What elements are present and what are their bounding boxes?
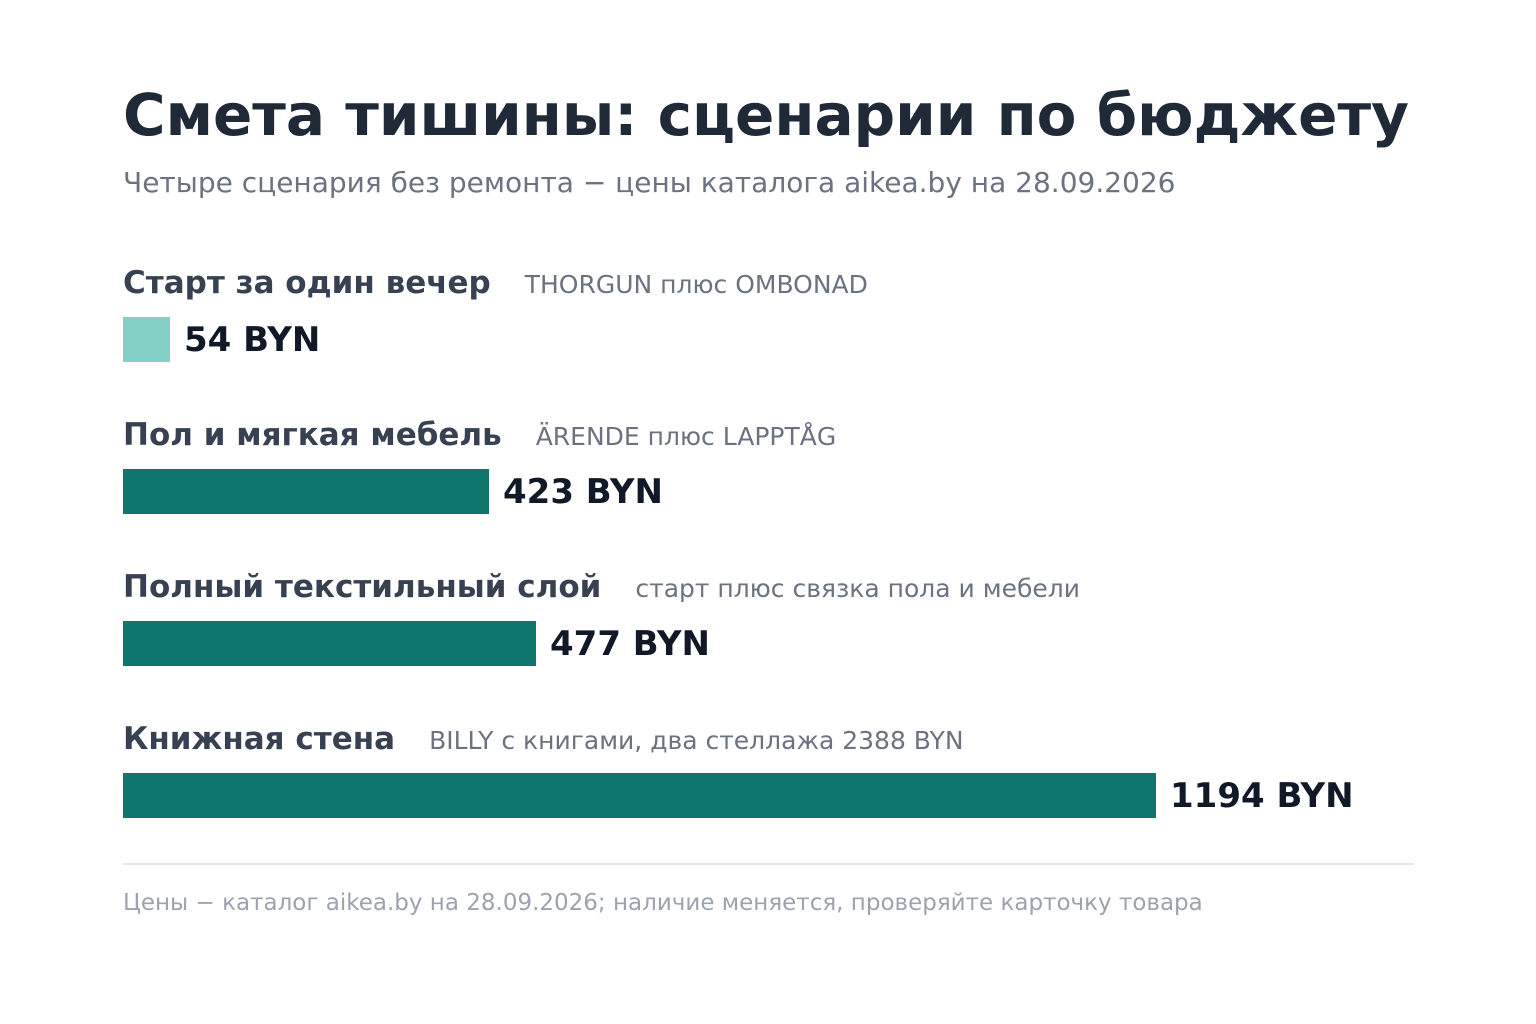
bar (123, 469, 489, 514)
scenario-note: BILLY с книгами, два стеллажа 2388 BYN (429, 726, 964, 755)
scenario-note: THORGUN плюс OMBONAD (524, 270, 868, 299)
bar-value-label: 477 BYN (550, 623, 710, 664)
scenario-row: Пол и мягкая мебель ÄRENDE плюс LAPPTÅG … (123, 417, 1423, 527)
scenario-row: Полный текстильный слой старт плюс связк… (123, 569, 1423, 679)
footnote: Цены − каталог aikea.by на 28.09.2026; н… (123, 890, 1203, 916)
scenario-row: Старт за один вечер THORGUN плюс OMBONAD… (123, 265, 1423, 375)
chart-title: Смета тишины: сценарии по бюджету (123, 81, 1409, 149)
scenario-label: Книжная стена (123, 721, 396, 757)
divider (123, 863, 1414, 865)
bar-value-label: 54 BYN (184, 319, 321, 360)
chart-subtitle: Четыре сценария без ремонта − цены катал… (123, 166, 1176, 199)
bar-value-label: 1194 BYN (1170, 775, 1354, 816)
scenario-note: старт плюс связка пола и мебели (635, 574, 1080, 603)
scenario-label: Старт за один вечер (123, 265, 491, 301)
scenario-row: Книжная стена BILLY с книгами, два стелл… (123, 721, 1423, 831)
scenario-label: Полный текстильный слой (123, 569, 602, 605)
scenario-label: Пол и мягкая мебель (123, 417, 502, 453)
bar (123, 317, 170, 362)
scenario-note: ÄRENDE плюс LAPPTÅG (535, 422, 837, 451)
bar (123, 621, 536, 666)
bar (123, 773, 1156, 818)
bar-value-label: 423 BYN (503, 471, 663, 512)
